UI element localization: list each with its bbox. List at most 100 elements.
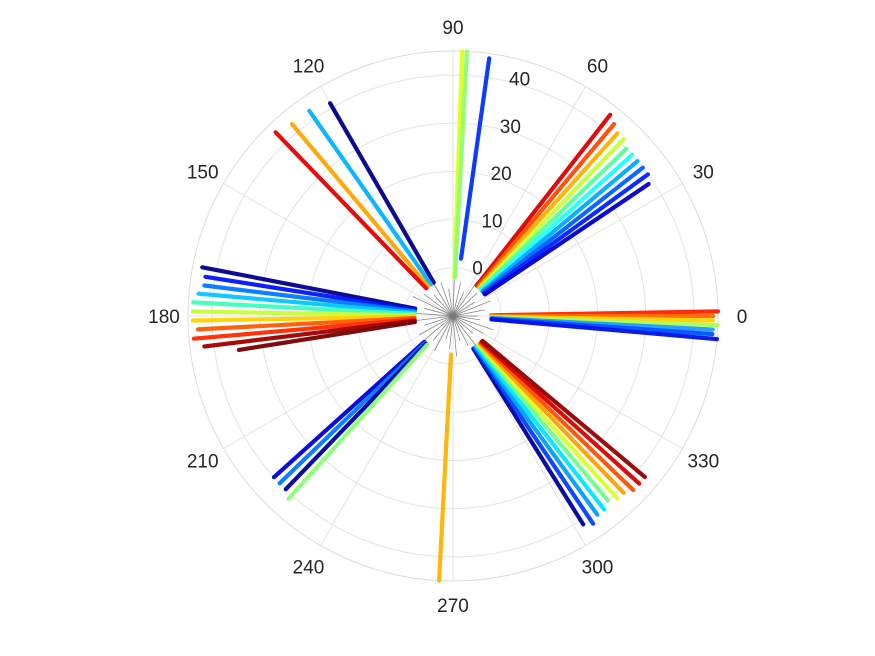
data-ray-42: [473, 345, 600, 517]
data-ray-36: [277, 340, 428, 486]
theta-tick-label: 90: [442, 18, 463, 39]
data-ray-45: [476, 342, 620, 501]
center-spoke: [424, 308, 454, 317]
center-spoke: [452, 315, 494, 331]
grid-spoke: [452, 315, 683, 449]
theta-tick-label: 210: [187, 452, 219, 473]
theta-tick-label: 330: [687, 452, 719, 473]
center-spoke: [452, 315, 461, 341]
theta-tick-label: 180: [148, 307, 180, 328]
grid-spoke: [223, 183, 454, 317]
r-tick-labels: 0 10 20 30 40: [472, 70, 530, 280]
center-spoke: [452, 315, 457, 357]
center-spoke: [430, 278, 454, 317]
data-ray-26: [202, 283, 417, 314]
data-ray-6: [489, 317, 720, 342]
center-spoke: [452, 315, 474, 334]
data-ray-37: [283, 341, 429, 492]
data-ray-14: [481, 165, 645, 295]
center-spoke: [452, 309, 486, 317]
data-ray-49: [480, 338, 648, 480]
data-ray-19: [458, 56, 492, 261]
center-spoke: [452, 291, 465, 317]
grid-spoke: [223, 315, 454, 449]
data-ray-28: [191, 300, 417, 317]
theta-tick-label: 0: [737, 307, 748, 328]
r-tick-label: 10: [481, 211, 502, 232]
data-ray-46: [477, 341, 626, 495]
center-spoke: [452, 315, 484, 334]
data-ray-22: [289, 121, 431, 289]
data-ray-25: [203, 274, 417, 313]
theta-tick-label: 300: [582, 557, 614, 578]
data-ray-12: [479, 152, 635, 293]
data-ray-7: [474, 112, 613, 288]
data-ray-30: [190, 314, 417, 323]
center-spoke: [452, 301, 475, 317]
center-spoke: [452, 300, 491, 317]
theta-tick-label: 150: [187, 163, 219, 184]
data-ray-15: [482, 172, 651, 296]
data-ray-27: [196, 291, 417, 315]
data-ray-47: [478, 340, 636, 493]
center-spoke: [449, 315, 454, 349]
r-tick-label: 40: [509, 70, 530, 91]
theta-tick-label: 240: [293, 557, 325, 578]
center-spoke: [448, 288, 454, 317]
center-spoke: [423, 293, 454, 317]
center-spoke: [452, 315, 481, 321]
data-ray-11: [478, 146, 629, 292]
data-ray-32: [191, 317, 417, 341]
data-ray-44: [475, 343, 611, 503]
data-ray-33: [202, 318, 417, 349]
data-rays: [190, 49, 721, 583]
theta-tick-label: 120: [293, 57, 325, 78]
center-spoke: [452, 281, 478, 317]
center-spoke: [452, 315, 479, 349]
center-spoke: [412, 296, 454, 317]
center-spoke: [434, 315, 454, 352]
r-tick-label: 0: [472, 259, 483, 280]
r-tick-label: 20: [491, 164, 512, 185]
grid-spoke: [320, 315, 454, 546]
data-ray-34: [236, 319, 417, 352]
data-ray-13: [480, 159, 640, 294]
data-ray-35: [271, 339, 427, 480]
data-ray-9: [476, 131, 620, 290]
center-spoke: [440, 282, 454, 317]
data-ray-43: [474, 344, 607, 512]
center-spoke: [452, 282, 462, 317]
theta-tick-label: 270: [437, 596, 469, 617]
center-spoke: [452, 315, 469, 347]
data-ray-8: [475, 121, 617, 289]
grid-spoke: [452, 86, 586, 317]
data-ray-31: [195, 315, 417, 332]
data-ray-21: [307, 108, 433, 287]
center-spoke: [423, 315, 454, 326]
data-ray-41: [472, 345, 596, 526]
data-ray-23: [273, 130, 429, 291]
center-spoke: [419, 315, 454, 335]
data-ray-20: [328, 101, 436, 285]
center-spoke: [452, 273, 455, 317]
data-ray-39: [437, 352, 454, 583]
center-spoke: [445, 315, 454, 340]
center-spoke: [452, 292, 478, 317]
r-tick-label: 30: [500, 117, 521, 138]
data-ray-48: [479, 339, 642, 486]
theta-tick-label: 30: [693, 163, 714, 184]
center-spoke: [432, 315, 454, 341]
data-ray-38: [286, 342, 430, 501]
data-ray-18: [452, 49, 469, 280]
data-ray-40: [471, 346, 586, 527]
theta-tick-label: 60: [587, 57, 608, 78]
data-ray-29: [190, 309, 417, 318]
data-ray-16: [482, 181, 651, 297]
data-ray-10: [477, 137, 626, 291]
center-spoke: [433, 294, 454, 317]
grid-spoke: [452, 183, 683, 317]
center-spoke: [415, 313, 454, 317]
data-ray-24: [200, 265, 418, 311]
